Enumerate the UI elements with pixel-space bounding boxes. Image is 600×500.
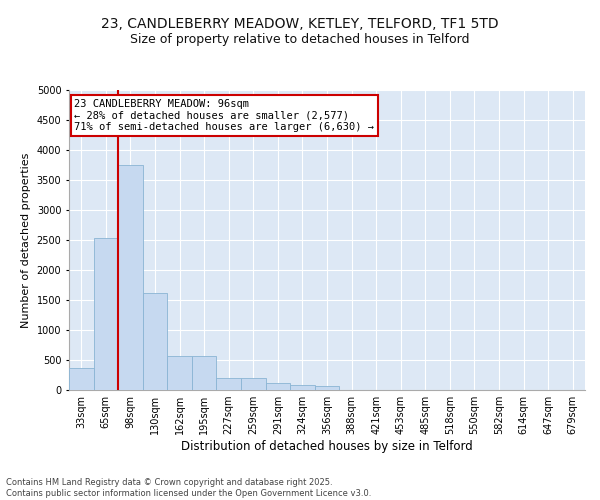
Bar bbox=[69, 368, 94, 390]
Y-axis label: Number of detached properties: Number of detached properties bbox=[21, 152, 31, 328]
Bar bbox=[315, 386, 339, 390]
X-axis label: Distribution of detached houses by size in Telford: Distribution of detached houses by size … bbox=[181, 440, 473, 453]
Bar bbox=[167, 356, 192, 390]
Text: 23, CANDLEBERRY MEADOW, KETLEY, TELFORD, TF1 5TD: 23, CANDLEBERRY MEADOW, KETLEY, TELFORD,… bbox=[101, 18, 499, 32]
Bar bbox=[266, 383, 290, 390]
Bar bbox=[192, 356, 217, 390]
Bar bbox=[241, 378, 266, 390]
Bar bbox=[94, 238, 118, 390]
Text: Contains HM Land Registry data © Crown copyright and database right 2025.
Contai: Contains HM Land Registry data © Crown c… bbox=[6, 478, 371, 498]
Bar bbox=[118, 165, 143, 390]
Text: Size of property relative to detached houses in Telford: Size of property relative to detached ho… bbox=[130, 32, 470, 46]
Bar bbox=[143, 293, 167, 390]
Text: 23 CANDLEBERRY MEADOW: 96sqm
← 28% of detached houses are smaller (2,577)
71% of: 23 CANDLEBERRY MEADOW: 96sqm ← 28% of de… bbox=[74, 99, 374, 132]
Bar bbox=[217, 378, 241, 390]
Bar bbox=[290, 384, 315, 390]
